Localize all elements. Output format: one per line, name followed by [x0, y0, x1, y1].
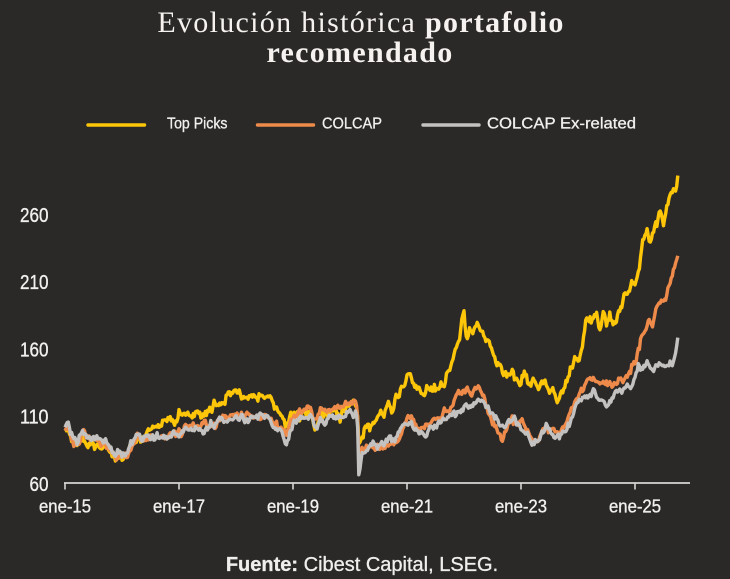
svg-text:160: 160	[20, 339, 49, 361]
svg-text:ene-25: ene-25	[609, 497, 661, 517]
svg-text:ene-19: ene-19	[267, 497, 319, 517]
svg-text:60: 60	[30, 474, 49, 496]
svg-text:ene-21: ene-21	[381, 497, 433, 517]
svg-text:Top Picks: Top Picks	[167, 116, 228, 133]
svg-text:ene-23: ene-23	[495, 497, 547, 517]
svg-text:Fuente: Cibest Capital, LSEG.: Fuente: Cibest Capital, LSEG.	[226, 554, 498, 576]
svg-text:COLCAP Ex-related: COLCAP Ex-related	[487, 116, 636, 133]
svg-text:210: 210	[20, 272, 49, 294]
svg-text:COLCAP: COLCAP	[322, 116, 382, 133]
svg-text:recomendado: recomendado	[266, 36, 453, 69]
svg-text:ene-17: ene-17	[153, 497, 205, 517]
svg-text:260: 260	[20, 205, 49, 227]
svg-text:110: 110	[20, 407, 49, 429]
svg-text:Evolución histórica portafolio: Evolución histórica portafolio	[157, 6, 564, 39]
svg-text:ene-15: ene-15	[39, 497, 91, 517]
